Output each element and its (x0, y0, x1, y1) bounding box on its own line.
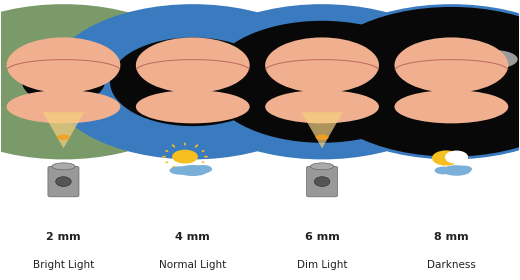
Ellipse shape (170, 166, 190, 175)
Ellipse shape (145, 57, 241, 106)
Ellipse shape (7, 90, 120, 123)
Ellipse shape (7, 38, 120, 121)
Ellipse shape (22, 60, 105, 104)
Ellipse shape (57, 134, 70, 140)
Ellipse shape (445, 151, 468, 164)
Ellipse shape (395, 38, 508, 93)
Ellipse shape (52, 163, 75, 170)
Ellipse shape (136, 38, 250, 93)
Ellipse shape (457, 166, 472, 172)
Ellipse shape (265, 38, 379, 121)
Polygon shape (43, 112, 84, 148)
Ellipse shape (56, 177, 71, 186)
Ellipse shape (432, 150, 460, 166)
Text: 4 mm: 4 mm (175, 232, 210, 242)
Ellipse shape (469, 50, 518, 69)
Ellipse shape (328, 16, 520, 148)
Ellipse shape (307, 4, 520, 159)
Text: Normal Light: Normal Light (159, 260, 226, 270)
Ellipse shape (7, 38, 120, 93)
Ellipse shape (316, 134, 329, 140)
Ellipse shape (311, 7, 520, 157)
Text: 6 mm: 6 mm (305, 232, 340, 242)
Ellipse shape (203, 63, 232, 74)
Text: Darkness: Darkness (427, 260, 476, 270)
FancyBboxPatch shape (48, 166, 79, 197)
Ellipse shape (70, 16, 316, 148)
Polygon shape (302, 112, 343, 148)
Ellipse shape (16, 57, 111, 106)
Text: 8 mm: 8 mm (434, 232, 469, 242)
Ellipse shape (48, 4, 337, 159)
Ellipse shape (136, 38, 250, 121)
Ellipse shape (395, 38, 508, 121)
Ellipse shape (0, 4, 209, 159)
Ellipse shape (435, 167, 453, 174)
Ellipse shape (274, 57, 370, 106)
Ellipse shape (69, 72, 83, 78)
Ellipse shape (336, 56, 376, 71)
Ellipse shape (110, 38, 276, 126)
Ellipse shape (404, 57, 499, 106)
Ellipse shape (177, 4, 467, 159)
Text: Bright Light: Bright Light (33, 260, 94, 270)
FancyBboxPatch shape (307, 166, 337, 197)
Ellipse shape (265, 38, 379, 93)
Ellipse shape (310, 163, 334, 170)
Ellipse shape (177, 165, 209, 176)
Text: 2 mm: 2 mm (46, 232, 81, 242)
Ellipse shape (172, 150, 198, 164)
Ellipse shape (0, 16, 187, 148)
Ellipse shape (314, 177, 330, 186)
Ellipse shape (194, 165, 212, 173)
Ellipse shape (443, 165, 471, 176)
Ellipse shape (265, 90, 379, 123)
Ellipse shape (395, 90, 508, 123)
Ellipse shape (199, 16, 445, 148)
Ellipse shape (136, 90, 250, 123)
Ellipse shape (209, 21, 436, 143)
Text: Dim Light: Dim Light (297, 260, 347, 270)
